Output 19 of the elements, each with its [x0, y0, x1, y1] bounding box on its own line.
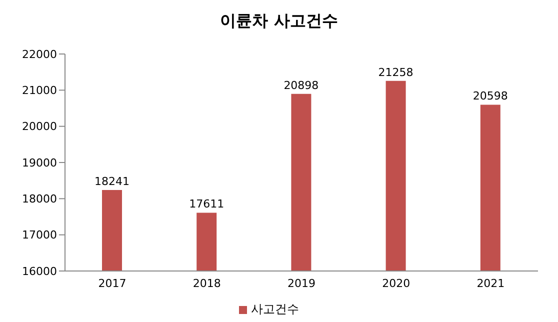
y-tick-label: 21000	[22, 84, 57, 98]
data-label: 18241	[94, 174, 130, 188]
y-tick-label: 22000	[22, 48, 57, 61]
x-tick-label: 2021	[476, 276, 505, 290]
legend-label: 사고건수	[251, 302, 299, 316]
x-tick-label: 2018	[192, 276, 221, 290]
x-tick-label: 2017	[98, 276, 126, 290]
y-tick-label: 17000	[22, 228, 57, 242]
y-tick-label: 20000	[22, 120, 57, 134]
x-tick-label: 2020	[382, 276, 410, 290]
y-tick-label: 18000	[22, 192, 57, 206]
data-label: 21258	[378, 66, 414, 79]
y-tick-label: 16000	[22, 264, 57, 278]
data-label: 20898	[284, 78, 319, 92]
data-label: 17611	[189, 198, 224, 211]
x-tick-label: 2019	[288, 276, 316, 290]
chart-title: 이륜차 사고건수	[219, 10, 339, 32]
data-label: 20598	[472, 90, 508, 103]
y-tick-label: 19000	[22, 156, 57, 170]
